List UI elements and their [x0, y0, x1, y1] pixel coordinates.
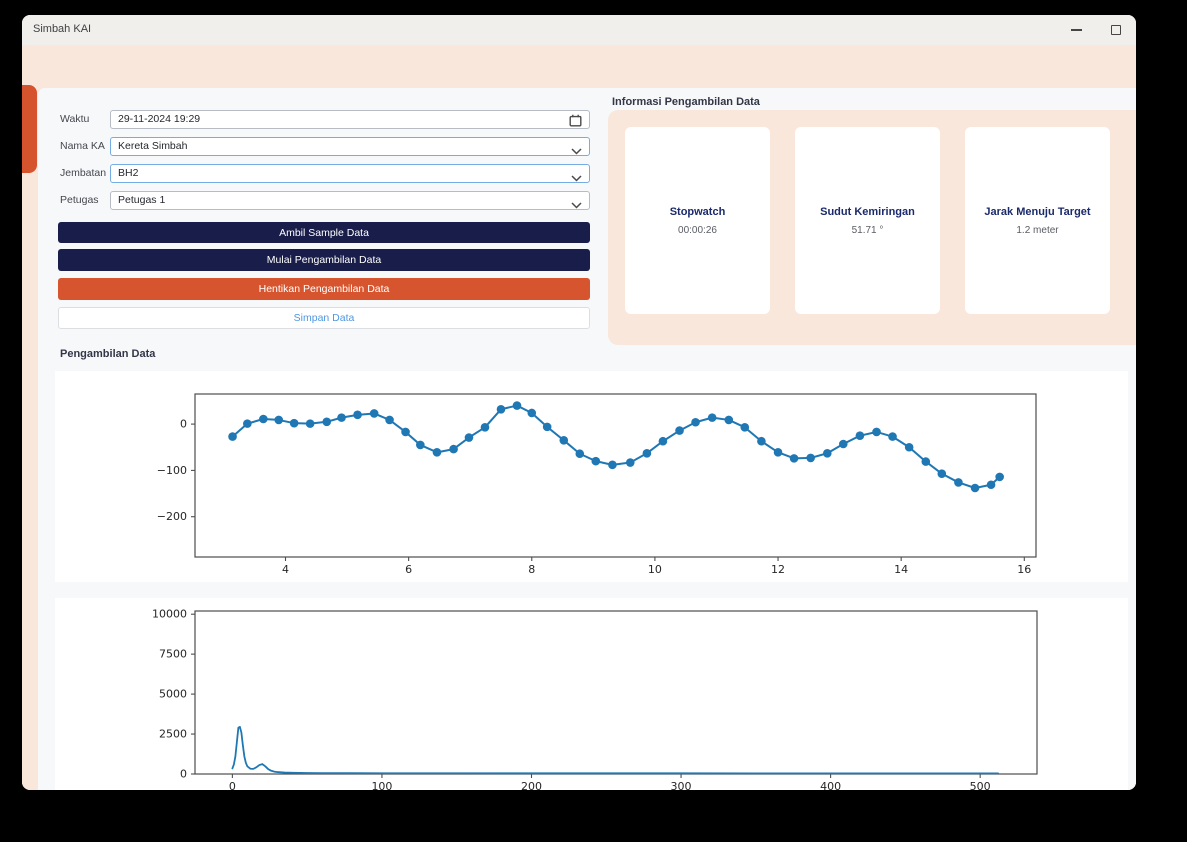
drawer-handle-tab[interactable] [22, 85, 37, 173]
svg-text:7500: 7500 [159, 648, 187, 661]
svg-text:5000: 5000 [159, 688, 187, 701]
sudut-kemiringan-card: Sudut Kemiringan 51.71 ° [795, 127, 940, 314]
jembatan-value: BH2 [118, 167, 139, 179]
info-section-title: Informasi Pengambilan Data [612, 96, 760, 108]
nama-ka-label: Nama KA [60, 140, 105, 152]
jarak-menuju-target-card-title: Jarak Menuju Target [984, 205, 1091, 218]
stopwatch-card-title: Stopwatch [669, 205, 726, 218]
waktu-value: 29-11-2024 19:29 [118, 113, 201, 125]
chevron-down-icon [571, 171, 582, 182]
chevron-down-icon [571, 198, 582, 209]
jarak-menuju-target-card: Jarak Menuju Target 1.2 meter [965, 127, 1110, 314]
minimize-button[interactable] [1056, 15, 1096, 45]
jembatan-combobox[interactable]: BH2 [110, 164, 590, 183]
window-controls [1056, 15, 1136, 45]
info-panel: Stopwatch 00:00:26 Sudut Kemiringan 51.7… [608, 110, 1136, 345]
nama-ka-combobox[interactable]: Kereta Simbah [110, 137, 590, 156]
svg-text:−200: −200 [157, 510, 187, 523]
sudut-kemiringan-card-value: 51.71 ° [851, 224, 884, 236]
signal-chart-figure: 4 6 8 10 12 14 16 0 −100 −200 [55, 371, 1128, 582]
simpan-data-button[interactable]: Simpan Data [58, 307, 590, 329]
title-bar: Simbah KAI [22, 15, 1136, 45]
svg-text:100: 100 [371, 780, 392, 790]
svg-text:−100: −100 [157, 464, 187, 477]
spectrum-chart-figure: 0 100 200 300 400 500 0 2500 5000 7500 10000 [55, 598, 1128, 790]
jembatan-label: Jembatan [60, 167, 107, 179]
stopwatch-card: Stopwatch 00:00:26 [625, 127, 770, 314]
app-window: Simbah KAI Waktu 29-11-2024 19:29 Nama K… [22, 15, 1136, 790]
signal-line-chart: 4 6 8 10 12 14 16 0 −100 −200 [157, 393, 1037, 576]
svg-text:2500: 2500 [159, 728, 187, 741]
stopwatch-card-value: 00:00:26 [678, 224, 717, 236]
svg-text:500: 500 [970, 780, 991, 790]
svg-text:6: 6 [405, 563, 412, 576]
petugas-value: Petugas 1 [118, 194, 166, 206]
svg-text:200: 200 [521, 780, 542, 790]
minimize-icon [1070, 29, 1082, 31]
chevron-down-icon [571, 144, 582, 155]
maximize-button[interactable] [1096, 15, 1136, 45]
nama-ka-value: Kereta Simbah [118, 140, 188, 152]
svg-text:0: 0 [180, 768, 187, 781]
ambil-sample-data-button[interactable]: Ambil Sample Data [58, 222, 590, 243]
window-content: Waktu 29-11-2024 19:29 Nama KA Kereta Si… [22, 45, 1136, 790]
waktu-label: Waktu [60, 113, 90, 125]
mulai-pengambilan-data-button[interactable]: Mulai Pengambilan Data [58, 249, 590, 271]
petugas-label: Petugas [60, 194, 99, 206]
hentikan-pengambilan-data-button[interactable]: Hentikan Pengambilan Data [58, 278, 590, 300]
maximize-icon [1111, 25, 1121, 35]
main-panel: Waktu 29-11-2024 19:29 Nama KA Kereta Si… [38, 88, 1136, 790]
jarak-menuju-target-card-value: 1.2 meter [1016, 224, 1059, 236]
svg-text:16: 16 [1017, 563, 1031, 576]
sudut-kemiringan-card-title: Sudut Kemiringan [820, 205, 915, 218]
waktu-datetime-field[interactable]: 29-11-2024 19:29 [110, 110, 590, 129]
pengambilan-data-section-title: Pengambilan Data [60, 348, 156, 360]
petugas-combobox[interactable]: Petugas 1 [110, 191, 590, 210]
svg-text:10000: 10000 [152, 608, 187, 621]
svg-text:4: 4 [282, 563, 289, 576]
window-title: Simbah KAI [33, 23, 92, 35]
calendar-icon[interactable] [569, 114, 582, 127]
svg-text:8: 8 [528, 563, 535, 576]
svg-text:0: 0 [229, 780, 236, 790]
svg-text:0: 0 [180, 418, 187, 431]
svg-text:400: 400 [820, 780, 841, 790]
svg-text:12: 12 [771, 563, 785, 576]
svg-text:14: 14 [894, 563, 908, 576]
svg-text:10: 10 [648, 563, 662, 576]
svg-text:300: 300 [671, 780, 692, 790]
